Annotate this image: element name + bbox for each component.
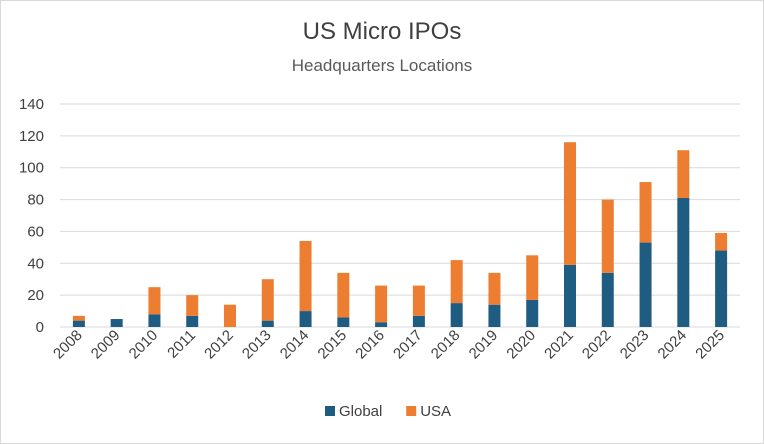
x-tick-label: 2023 — [617, 327, 653, 363]
bar-global-2013 — [261, 320, 274, 327]
bar-global-2008 — [72, 320, 85, 327]
bar-usa-2011 — [186, 295, 199, 316]
x-tick-label: 2013 — [239, 327, 275, 363]
y-tick-label: 60 — [27, 223, 44, 240]
x-tick-label: 2017 — [390, 327, 426, 363]
x-tick-label: 2019 — [466, 327, 502, 363]
x-tick-label: 2022 — [579, 327, 615, 363]
x-tick-label: 2021 — [541, 327, 577, 363]
legend-label-usa: USA — [420, 403, 451, 420]
x-tick-label: 2018 — [428, 327, 464, 363]
x-tick-label: 2009 — [88, 327, 124, 363]
chart-subtitle: Headquarters Locations — [291, 56, 473, 75]
y-tick-label: 40 — [27, 255, 44, 272]
y-tick-label: 80 — [27, 192, 44, 209]
x-tick-label: 2016 — [352, 327, 388, 363]
gridlines — [60, 103, 740, 328]
x-tick-label: 2024 — [655, 327, 691, 363]
bar-global-2015 — [337, 317, 350, 327]
x-tick-label: 2025 — [692, 327, 728, 363]
x-axis: 2008 2009 2010 2011 2012 2013 2014 2015 2016 2017… — [50, 327, 728, 363]
bar-global-2021 — [564, 264, 576, 327]
y-tick-label: 0 — [36, 319, 44, 336]
bar-global-2018 — [450, 303, 463, 327]
y-axis: 0 20 40 60 80 100 120 140 — [19, 96, 44, 336]
bar-usa-2019 — [488, 272, 501, 305]
bar-global-2024 — [677, 197, 690, 327]
bar-usa-2012 — [224, 304, 236, 327]
y-tick-label: 120 — [19, 128, 44, 145]
bar-global-2020 — [526, 299, 539, 327]
bar-global-2016 — [375, 322, 388, 327]
bar-usa-2016 — [375, 285, 388, 323]
bar-usa-2025 — [715, 233, 728, 251]
x-tick-label: 2012 — [201, 327, 237, 363]
bar-usa-2022 — [601, 199, 614, 273]
bar-global-2023 — [639, 242, 652, 327]
bar-global-2022 — [601, 272, 614, 327]
bar-global-2014 — [299, 311, 312, 327]
x-tick-label: 2014 — [277, 327, 313, 363]
x-tick-label: 2015 — [315, 327, 351, 363]
y-tick-label: 20 — [27, 287, 44, 304]
bar-usa-2015 — [337, 272, 350, 318]
bar-usa-2017 — [412, 285, 425, 316]
bar-global-2019 — [488, 304, 501, 327]
legend-swatch-usa — [406, 406, 417, 416]
bar-usa-2014 — [299, 240, 312, 312]
chart-title: US Micro IPOs — [302, 18, 462, 45]
bar-usa-2008 — [72, 315, 85, 321]
y-tick-label: 140 — [19, 96, 44, 113]
x-tick-label: 2008 — [50, 327, 86, 363]
bar-usa-2021 — [564, 142, 576, 265]
bars — [72, 142, 728, 327]
y-tick-label: 100 — [19, 160, 44, 177]
bar-usa-2013 — [261, 279, 274, 321]
x-tick-label: 2011 — [164, 327, 199, 362]
x-tick-label: 2010 — [126, 327, 162, 363]
bar-usa-2023 — [639, 182, 652, 243]
bar-global-2011 — [186, 315, 199, 327]
bar-global-2009 — [110, 319, 123, 327]
bar-usa-2024 — [677, 150, 690, 198]
legend-swatch-global — [325, 406, 335, 416]
bar-global-2010 — [148, 314, 161, 327]
bar-usa-2020 — [526, 255, 539, 300]
bar-usa-2018 — [450, 260, 463, 304]
x-tick-label: 2020 — [503, 327, 539, 363]
legend: Global USA — [325, 403, 451, 420]
legend-label-global: Global — [339, 403, 382, 420]
bar-usa-2010 — [148, 287, 161, 315]
bar-global-2025 — [715, 250, 728, 327]
bar-global-2017 — [412, 315, 425, 327]
